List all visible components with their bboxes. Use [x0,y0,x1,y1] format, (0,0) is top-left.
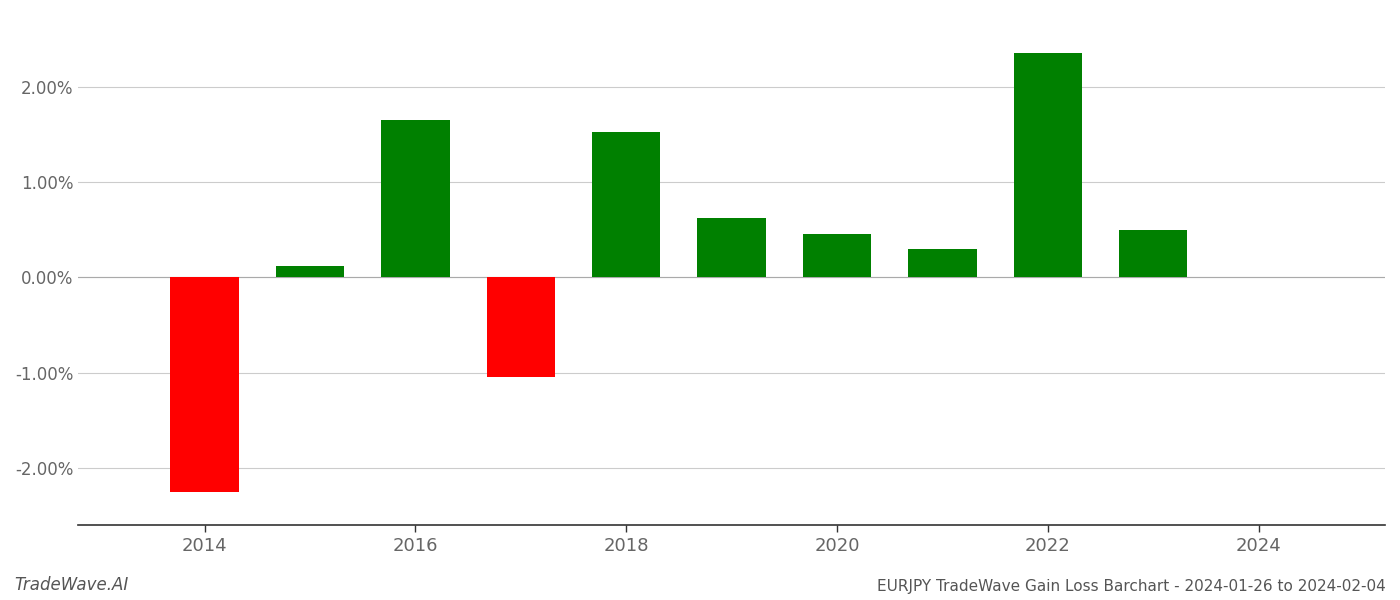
Bar [1014,53,1082,277]
Bar [171,277,239,492]
Bar [487,277,554,377]
Bar [1119,230,1187,277]
Bar [276,266,344,277]
Bar [697,218,766,277]
Bar [592,132,661,277]
Text: TradeWave.AI: TradeWave.AI [14,576,129,594]
Bar [909,248,977,277]
Bar [381,120,449,277]
Bar [802,235,871,277]
Text: EURJPY TradeWave Gain Loss Barchart - 2024-01-26 to 2024-02-04: EURJPY TradeWave Gain Loss Barchart - 20… [878,579,1386,594]
